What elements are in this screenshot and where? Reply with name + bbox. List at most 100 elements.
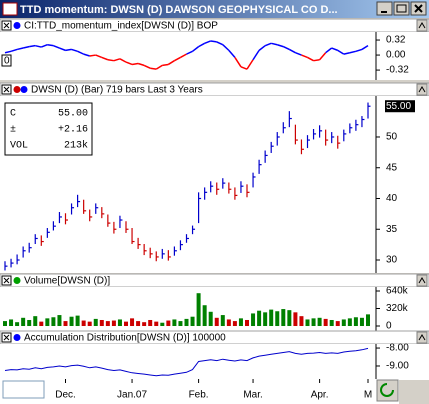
y-tick-label: 40 [386, 193, 398, 204]
volume-bar [293, 312, 298, 327]
momentum-segment [240, 66, 248, 70]
volume-bar [63, 321, 68, 327]
pane: Volume[DWSN (D)] 640k 320k 0 [0, 273, 429, 332]
x-tick-label: Jan.07 [117, 390, 147, 401]
volume-bar [323, 318, 328, 327]
volume-bar [51, 317, 56, 327]
pane-resize-button[interactable] [416, 274, 428, 287]
volume-bar [33, 316, 38, 327]
minimize-button[interactable] [376, 1, 393, 16]
scroll-area [399, 380, 429, 404]
momentum-segment [246, 59, 254, 70]
volume-bar [245, 319, 249, 327]
plot-area [0, 32, 429, 80]
volume-bar [353, 317, 358, 327]
refresh-icon [380, 383, 394, 397]
series-dot [13, 22, 21, 29]
icon [3, 86, 10, 93]
volume-bar [81, 320, 86, 327]
momentum-segment [331, 47, 339, 52]
y-tick-label: -0.32 [386, 65, 409, 76]
left-marker-label: 0 [4, 56, 10, 67]
volume-bar [329, 319, 334, 327]
momentum-segment [186, 50, 193, 55]
volume-bar [238, 318, 243, 327]
info-box: C 55.00 ± +2.16 VOL 213k [4, 102, 93, 156]
momentum-segment [167, 60, 175, 66]
momentum-segment [301, 54, 308, 59]
volume-bar [317, 317, 322, 327]
y-tick-label: 0.00 [386, 50, 406, 61]
momentum-segment [65, 48, 72, 52]
volume-bar [299, 316, 304, 327]
volume-bar [105, 321, 110, 327]
momentum-segment [95, 54, 103, 59]
y-tick-label: 320k [386, 303, 409, 314]
momentum-segment [198, 42, 206, 48]
momentum-segment [282, 45, 290, 51]
info-value: 213k [64, 140, 88, 152]
window-title: TTD momentum: DWSN (D) DAWSON GEOPHYSICA… [20, 4, 338, 16]
momentum-segment [35, 44, 42, 48]
momentum-segment [83, 53, 90, 57]
momentum-segment [192, 46, 200, 52]
momentum-segment [162, 63, 169, 67]
input-box[interactable] [2, 380, 45, 399]
momentum-segment [271, 42, 278, 46]
pane-resize-button[interactable] [416, 19, 428, 32]
pane-title: Accumulation Distribution[DWSN (D)] 1000… [24, 333, 226, 344]
volume-bar [232, 321, 237, 327]
left-marker [1, 54, 12, 67]
volume-bar [226, 319, 231, 327]
title-bar [0, 0, 429, 18]
momentum-segment [313, 59, 320, 62]
volume-bar [251, 313, 256, 327]
info-label: ± [10, 125, 16, 136]
volume-bar [21, 317, 26, 327]
pane: Accumulation Distribution[DWSN (D)] 1000… [0, 330, 429, 379]
info-label: VOL [10, 141, 28, 152]
x-tick-label: Feb. [189, 390, 209, 401]
info-label: C [10, 109, 16, 120]
volume-bar [75, 315, 80, 327]
pane-title: Volume[DWSN (D)] [24, 276, 110, 287]
y-tick-label: 45 [386, 162, 398, 173]
volume-bar [172, 319, 177, 327]
maximize-button[interactable] [393, 1, 410, 16]
volume-bar [287, 310, 292, 327]
y-tick-label: 50 [386, 132, 398, 143]
momentum-segment [4, 50, 12, 54]
icon [418, 334, 426, 341]
volume-bar [117, 319, 122, 327]
momentum-segment [174, 56, 181, 62]
y-tick-label: 0 [386, 321, 392, 332]
momentum-segment [155, 64, 163, 70]
volume-bar [15, 322, 20, 327]
info-value: 55.00 [58, 109, 88, 120]
series-dot [20, 86, 28, 93]
pane-title: CI:TTD_momentum_index[DWSN (D)] BOP [24, 21, 218, 32]
window-buttons [376, 1, 427, 16]
panes: CI:TTD_momentum_index[DWSN (D)] BOP 0.32 0… [0, 18, 429, 379]
volume-bar [136, 321, 141, 327]
volume-bar [178, 321, 183, 327]
y-tick-label: 30 [386, 255, 398, 266]
momentum-segment [216, 41, 224, 46]
momentum-segment [143, 64, 151, 69]
volume-bar [111, 320, 116, 327]
momentum-segment [210, 40, 217, 43]
momentum-segment [113, 58, 121, 62]
pane-resize-button[interactable] [416, 83, 428, 96]
volume-bar [27, 319, 32, 327]
momentum-segment [264, 42, 272, 47]
pane-resize-button[interactable] [416, 331, 428, 344]
momentum-segment [16, 47, 24, 51]
series-dot [13, 334, 21, 341]
pane: DWSN (D) (Bar) 719 bars Last 3 Years 30 35… [0, 82, 429, 273]
momentum-segment [47, 43, 54, 47]
icon [3, 22, 10, 29]
volume-bar [154, 321, 159, 327]
volume-bar [257, 310, 262, 327]
volume-bar [263, 312, 268, 327]
